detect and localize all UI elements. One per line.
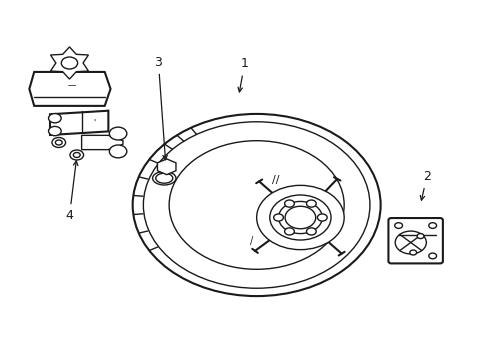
Circle shape [48, 113, 61, 123]
Circle shape [109, 127, 126, 140]
Polygon shape [50, 111, 108, 135]
Circle shape [317, 214, 326, 221]
Text: 2: 2 [419, 170, 430, 200]
Circle shape [273, 214, 283, 221]
Text: 4: 4 [65, 161, 78, 222]
Circle shape [428, 223, 436, 228]
Circle shape [306, 228, 316, 235]
Circle shape [143, 122, 369, 288]
Text: //: // [272, 175, 279, 185]
Ellipse shape [156, 173, 172, 183]
Circle shape [132, 114, 380, 296]
Circle shape [73, 153, 80, 157]
Circle shape [284, 228, 294, 235]
Circle shape [48, 126, 61, 136]
Circle shape [70, 150, 83, 160]
Text: ': ' [93, 118, 96, 127]
Text: /: / [250, 236, 253, 246]
Circle shape [269, 195, 330, 240]
Text: 3: 3 [154, 56, 167, 160]
Circle shape [285, 206, 315, 229]
Circle shape [52, 138, 65, 148]
Circle shape [61, 57, 78, 69]
Circle shape [409, 250, 416, 255]
Circle shape [256, 185, 344, 249]
Circle shape [109, 145, 126, 158]
FancyBboxPatch shape [387, 218, 442, 264]
Polygon shape [81, 135, 122, 150]
Ellipse shape [152, 171, 176, 185]
Circle shape [428, 253, 436, 259]
Circle shape [394, 223, 402, 228]
Polygon shape [157, 159, 176, 175]
Circle shape [416, 234, 423, 239]
Circle shape [306, 200, 316, 207]
Text: —: — [67, 81, 76, 90]
Circle shape [278, 202, 322, 234]
Text: 1: 1 [238, 58, 248, 92]
Circle shape [55, 140, 62, 145]
Circle shape [394, 231, 426, 254]
Polygon shape [50, 47, 88, 79]
Circle shape [169, 141, 344, 269]
Circle shape [284, 200, 294, 207]
Polygon shape [29, 72, 110, 106]
